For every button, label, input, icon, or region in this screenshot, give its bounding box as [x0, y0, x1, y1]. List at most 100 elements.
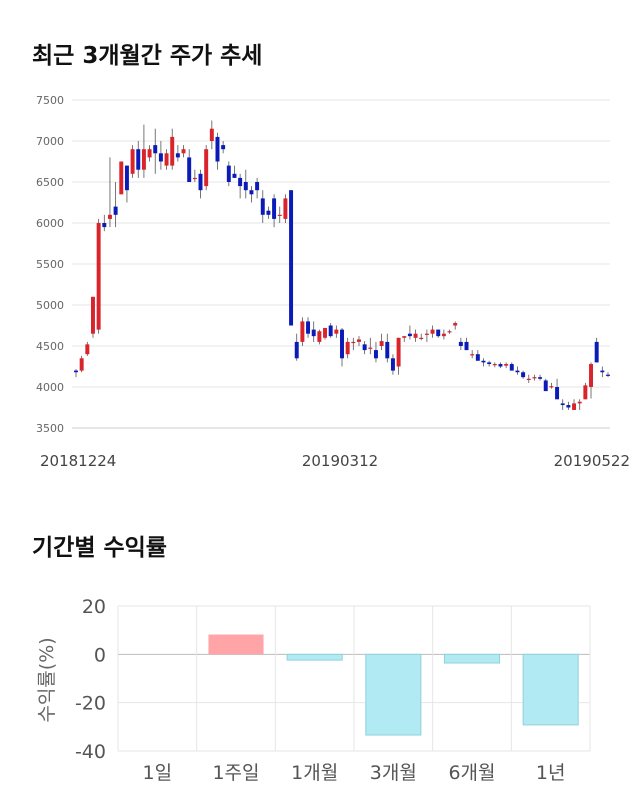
- candle-body: [153, 145, 158, 154]
- candle-body: [323, 327, 328, 338]
- candle-body: [481, 360, 486, 363]
- candle-body: [589, 364, 594, 387]
- candle-body: [238, 177, 243, 187]
- candle-body: [226, 165, 231, 182]
- candle-body: [560, 403, 565, 406]
- candle-body: [549, 386, 554, 388]
- candle-body: [317, 331, 322, 342]
- candle-body: [555, 387, 560, 400]
- candle-y-tick-labels: 3500 4000 4500 5000 5500 6000 6500 7000 7500: [36, 94, 64, 435]
- candle-body: [543, 380, 548, 392]
- candle-body: [90, 296, 95, 334]
- bar-x-tick-labels: 1일 1주일 1개월 3개월 6개월 1년: [143, 762, 566, 784]
- candle-body: [136, 149, 141, 170]
- candle-body: [447, 331, 452, 333]
- candle-body: [249, 190, 254, 195]
- candle-body: [141, 149, 146, 170]
- candlestick-chart: 3500 4000 4500 5000 5500 6000 6500 7000 7500 201…: [36, 94, 630, 470]
- candle-body: [379, 341, 384, 346]
- return-bar: [443, 653, 501, 664]
- candle-body: [79, 358, 84, 371]
- bar-y-tick-label: -40: [75, 741, 106, 763]
- candle-body: [430, 329, 435, 334]
- candle-y-tick-label: 5000: [36, 299, 64, 312]
- candle-body: [300, 321, 305, 342]
- candle-body: [328, 325, 333, 337]
- candle-body: [243, 182, 248, 191]
- candle-body: [436, 329, 441, 337]
- candle-body: [187, 157, 192, 182]
- candle-body: [464, 341, 469, 351]
- candle-body: [487, 362, 492, 365]
- candle-body: [504, 364, 509, 366]
- candle-x-tick-labels: 20181224 20190312 20190522: [40, 452, 630, 470]
- candle-body: [113, 206, 118, 215]
- candle-body: [198, 173, 203, 191]
- candle-body: [396, 337, 401, 367]
- candle-body: [170, 136, 175, 166]
- bar-x-tick-label: 1주일: [212, 762, 259, 784]
- bar-y-tick-label: -20: [75, 693, 106, 715]
- candle-body: [356, 339, 361, 342]
- candle-body: [266, 210, 271, 215]
- candle-body: [345, 341, 350, 355]
- candle-body: [255, 182, 260, 191]
- candle-body: [74, 370, 78, 373]
- candle-body: [102, 223, 107, 228]
- candle-body: [532, 377, 537, 379]
- candle-body: [441, 333, 446, 337]
- candle-body: [96, 223, 101, 330]
- candle-x-tick-label: 20190522: [554, 452, 630, 470]
- candle-body: [407, 333, 412, 337]
- candle-body: [390, 358, 395, 371]
- candle-body: [521, 372, 526, 378]
- candle-body: [594, 341, 599, 363]
- candle-body: [424, 333, 429, 335]
- candle-body: [498, 364, 503, 367]
- candle-body: [385, 341, 390, 359]
- candle-body: [260, 198, 265, 215]
- candle-body: [413, 333, 418, 338]
- candle-body: [368, 347, 373, 349]
- candle-body: [475, 354, 480, 361]
- candle-body: [164, 153, 169, 166]
- bar-y-tick-labels: 20 0 -20 -40: [75, 596, 106, 763]
- candle-body: [204, 149, 209, 187]
- return-bar: [522, 653, 579, 726]
- candle-body: [277, 214, 282, 216]
- bar-y-tick-label: 0: [94, 644, 106, 666]
- candle-body: [334, 329, 339, 334]
- candle-y-tick-label: 7500: [36, 94, 64, 107]
- candle-body: [583, 385, 588, 400]
- candle-y-tick-label: 4000: [36, 381, 64, 394]
- price-trend-title: 최근 3개월간 주가 추세: [32, 43, 263, 69]
- candle-marks: [74, 120, 610, 410]
- candle-body: [272, 198, 277, 219]
- return-bar: [286, 653, 343, 661]
- candle-body: [215, 136, 220, 162]
- bar-x-tick-label: 1년: [536, 762, 566, 784]
- bar-grid: [117, 605, 591, 752]
- bar-y-tick-label: 20: [82, 596, 106, 618]
- bar-marks: [208, 634, 579, 736]
- candle-y-tick-label: 5500: [36, 258, 64, 271]
- candle-body: [600, 370, 605, 373]
- candle-body: [402, 336, 407, 338]
- candle-body: [85, 344, 90, 355]
- candle-x-tick-label: 20181224: [40, 452, 116, 470]
- candle-y-tick-label: 6500: [36, 176, 64, 189]
- candle-body: [492, 364, 497, 366]
- bar-x-tick-label: 6개월: [448, 762, 495, 784]
- candle-body: [351, 341, 356, 344]
- candle-body: [181, 149, 186, 154]
- candle-body: [124, 165, 129, 191]
- candle-body: [289, 190, 294, 326]
- candle-body: [458, 341, 463, 346]
- candle-body: [119, 161, 124, 195]
- candle-body: [294, 341, 299, 359]
- candle-body: [419, 337, 424, 339]
- candle-body: [515, 370, 520, 373]
- candle-body: [577, 401, 582, 404]
- candle-body: [158, 153, 163, 162]
